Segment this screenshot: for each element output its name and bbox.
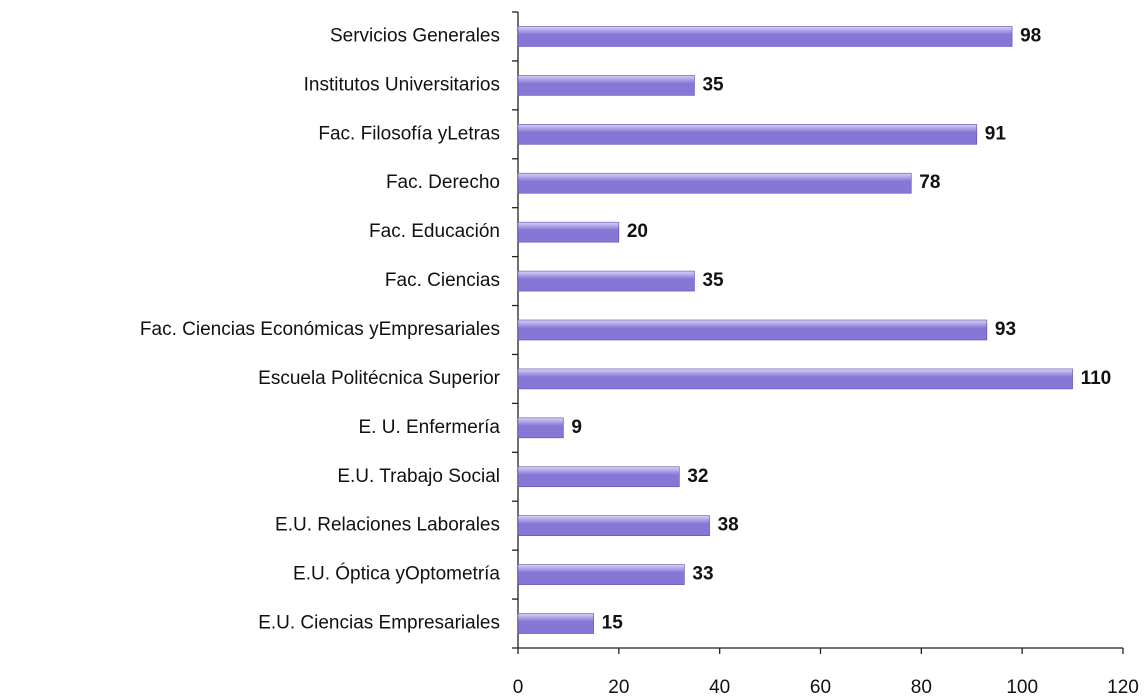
category-label: Institutos Universitarios (304, 74, 500, 95)
value-label: 35 (702, 270, 724, 291)
x-tick-label: 120 (1107, 677, 1139, 698)
x-tick-label: 40 (709, 677, 730, 698)
value-label: 98 (1020, 25, 1041, 46)
bar (517, 613, 594, 634)
bar (517, 368, 1073, 390)
bar (517, 124, 978, 145)
bar (517, 26, 1013, 47)
category-label: Fac. Ciencias (385, 270, 500, 291)
bar (517, 319, 988, 341)
bar (517, 172, 912, 194)
x-tick-label: 20 (608, 677, 629, 698)
value-label: 110 (1081, 368, 1112, 389)
category-label: E.U. Trabajo Social (337, 466, 500, 487)
category-label: E.U. Ciencias Empresariales (258, 613, 500, 634)
value-label: 93 (995, 319, 1016, 340)
x-tick-label: 0 (513, 677, 524, 698)
value-label: 9 (571, 417, 582, 438)
value-label: 32 (687, 466, 708, 487)
value-label: 20 (627, 221, 648, 242)
bar (517, 417, 564, 439)
bar (517, 564, 685, 585)
category-label: Escuela Politécnica Superior (258, 368, 501, 389)
category-label: E. U. Enfermería (359, 417, 501, 438)
category-label: Fac. Educación (369, 221, 500, 242)
bar (517, 221, 620, 243)
x-tick-label: 100 (1006, 677, 1038, 698)
bar (517, 466, 680, 488)
category-label: Fac. Ciencias Económicas yEmpresariales (140, 319, 500, 340)
value-label: 33 (692, 564, 713, 585)
bar (517, 515, 710, 536)
x-tick-label: 80 (911, 677, 932, 698)
value-label: 35 (702, 74, 724, 95)
category-label: E.U. Relaciones Laborales (275, 515, 500, 536)
value-label: 38 (718, 515, 739, 536)
category-label: E.U. Óptica yOptometría (293, 563, 500, 585)
bar (517, 75, 695, 96)
category-label: Fac. Derecho (386, 172, 500, 193)
category-label: Servicios Generales (330, 25, 500, 46)
category-label: Fac. Filosofía yLetras (318, 123, 500, 144)
value-label: 91 (985, 123, 1007, 144)
x-tick-label: 60 (810, 677, 831, 698)
bar (517, 270, 695, 292)
value-label: 15 (602, 613, 624, 634)
value-label: 78 (919, 172, 940, 193)
